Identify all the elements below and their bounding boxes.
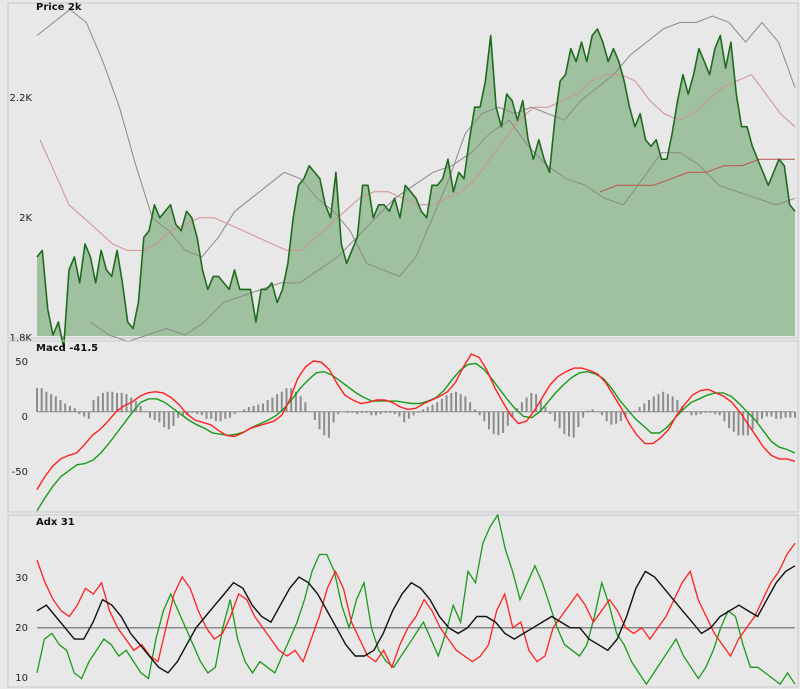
- adx-plot: [36, 513, 796, 686]
- macd-tick-minus-50: -50: [12, 467, 28, 478]
- price-line: [36, 28, 796, 349]
- price-panel-frame: [7, 2, 799, 339]
- price-tick-2-2k: 2.2K: [10, 93, 33, 104]
- price-area: [37, 29, 795, 348]
- di-minus-line: [36, 542, 796, 669]
- adx-tick-30: 30: [15, 573, 28, 584]
- adx-panel-title: Adx 31: [36, 517, 75, 528]
- adx-line: [36, 565, 796, 674]
- macd-panel-frame: [7, 340, 799, 513]
- long-moving-average-line: [599, 158, 795, 193]
- macd-tick-0: 0: [22, 412, 28, 423]
- upper-band-line: [36, 8, 796, 277]
- price-panel-title: Price 2k: [36, 2, 82, 13]
- price-panel: Price 2k 2.2K 2K 1.8K: [7, 2, 799, 349]
- adx-tick-10: 10: [15, 673, 28, 684]
- macd-plot: [36, 353, 796, 512]
- signal-line: [36, 362, 796, 512]
- macd-panel: Macd -41.5 50 0 -50: [7, 340, 799, 513]
- moving-average-line: [39, 73, 796, 251]
- macd-line: [36, 353, 796, 490]
- price-tick-2k: 2K: [19, 213, 32, 224]
- macd-panel-title: Macd -41.5: [36, 343, 98, 354]
- price-tick-1-8k: 1.8K: [10, 333, 33, 344]
- macd-tick-50: 50: [15, 357, 28, 368]
- adx-panel-frame: [7, 514, 799, 688]
- price-plot: [36, 8, 796, 349]
- adx-panel: Adx 31 30 20 10: [7, 513, 799, 688]
- adx-tick-20: 20: [15, 623, 28, 634]
- di-plus-line: [36, 513, 796, 686]
- lower-band-line: [89, 119, 796, 343]
